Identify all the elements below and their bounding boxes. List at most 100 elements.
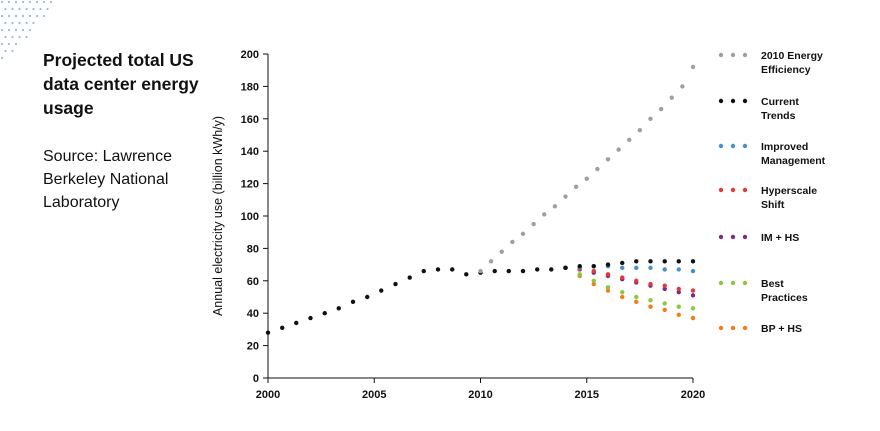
legend-marker <box>742 187 748 193</box>
data-point <box>265 330 271 335</box>
decor-dot <box>18 21 21 25</box>
data-point <box>648 265 653 271</box>
x-tick-label: 2000 <box>256 389 280 401</box>
data-point <box>595 166 600 172</box>
data-point <box>676 312 681 318</box>
data-point <box>662 267 667 272</box>
legend-marker <box>730 98 736 104</box>
data-point <box>336 306 341 311</box>
legend-marker <box>718 187 724 193</box>
data-point <box>676 304 681 309</box>
data-point <box>690 64 696 70</box>
data-point <box>584 176 589 181</box>
legend-marker <box>742 280 748 286</box>
y-tick-label: 40 <box>247 308 259 320</box>
decor-dot <box>14 42 18 46</box>
series-1 <box>478 64 696 274</box>
data-point <box>591 281 596 287</box>
data-point <box>620 275 625 280</box>
legend-entry: IM + HS <box>718 232 799 244</box>
series-3 <box>563 264 696 274</box>
decor-dot <box>35 0 39 4</box>
data-point <box>648 259 653 264</box>
data-point <box>634 299 639 305</box>
data-point <box>616 147 621 152</box>
data-point <box>662 286 667 292</box>
legend-marker <box>730 187 736 193</box>
data-point <box>365 294 370 300</box>
decor-dot <box>4 7 7 11</box>
decor-dot <box>42 14 46 18</box>
legend-marker <box>718 325 724 331</box>
data-point <box>620 294 625 300</box>
x-tick-label: 2015 <box>575 389 599 401</box>
data-point <box>690 288 696 293</box>
decor-dot <box>32 7 35 11</box>
decor-dot <box>4 49 7 53</box>
data-point <box>676 259 681 264</box>
decor-dot <box>42 0 46 4</box>
decor-dot <box>11 21 14 25</box>
decor-dot <box>7 28 11 32</box>
data-point <box>563 194 568 199</box>
y-tick-label: 160 <box>241 114 259 126</box>
x-tick-label: 2020 <box>681 389 705 401</box>
y-tick-label: 120 <box>241 179 259 191</box>
decor-dot <box>18 35 21 39</box>
decor-dot <box>11 49 14 53</box>
decor-dot <box>11 35 14 39</box>
decor-dot <box>7 14 11 18</box>
series-6 <box>563 265 696 311</box>
data-point <box>676 289 681 295</box>
y-tick-label: 60 <box>247 276 259 288</box>
x-tick-label: 2005 <box>362 389 386 401</box>
data-point <box>648 116 653 122</box>
decor-dot <box>21 28 25 32</box>
y-tick-label: 80 <box>247 243 259 255</box>
data-point <box>634 294 639 300</box>
data-point <box>676 286 681 292</box>
decor-dot <box>11 7 14 11</box>
y-tick-label: 0 <box>253 373 259 385</box>
legend-marker <box>742 98 748 104</box>
decor-dot <box>0 56 4 60</box>
data-point <box>690 306 696 311</box>
legend-marker <box>730 325 736 331</box>
y-tick-label: 20 <box>247 341 259 353</box>
y-tick-label: 100 <box>241 211 259 223</box>
data-point <box>662 283 667 288</box>
data-point <box>577 264 582 269</box>
legend: 2010 Energy Efficiency Current Trends Improv… <box>718 50 826 335</box>
data-point <box>488 259 494 264</box>
legend-marker <box>730 143 736 149</box>
data-point <box>690 268 696 274</box>
legend-entry: BP + HS <box>718 323 802 335</box>
legend-marker <box>742 143 748 149</box>
data-point <box>662 259 667 264</box>
data-point <box>605 285 611 290</box>
data-point <box>421 268 426 274</box>
legend-label: Improved Management <box>761 141 826 167</box>
decor-dot <box>7 0 11 4</box>
data-point <box>634 278 639 283</box>
legend-marker <box>730 52 736 58</box>
data-point <box>435 267 441 272</box>
data-point <box>648 281 653 287</box>
data-point <box>627 137 632 143</box>
data-point <box>573 184 579 190</box>
data-point <box>407 275 412 280</box>
legend-label: IM + HS <box>761 232 799 244</box>
source-note: Source: Lawrence Berkeley National Labor… <box>43 148 172 211</box>
data-point <box>506 268 511 274</box>
legend-marker <box>730 280 736 286</box>
y-tick-label: 140 <box>241 146 259 158</box>
data-point <box>605 288 611 293</box>
legend-marker <box>718 280 724 286</box>
decor-dot <box>28 14 32 18</box>
data-point <box>591 264 596 269</box>
decor-dot <box>4 35 7 39</box>
decor-dot <box>14 14 18 18</box>
series-4 <box>563 265 696 293</box>
data-point <box>531 221 536 227</box>
data-point <box>591 278 596 283</box>
